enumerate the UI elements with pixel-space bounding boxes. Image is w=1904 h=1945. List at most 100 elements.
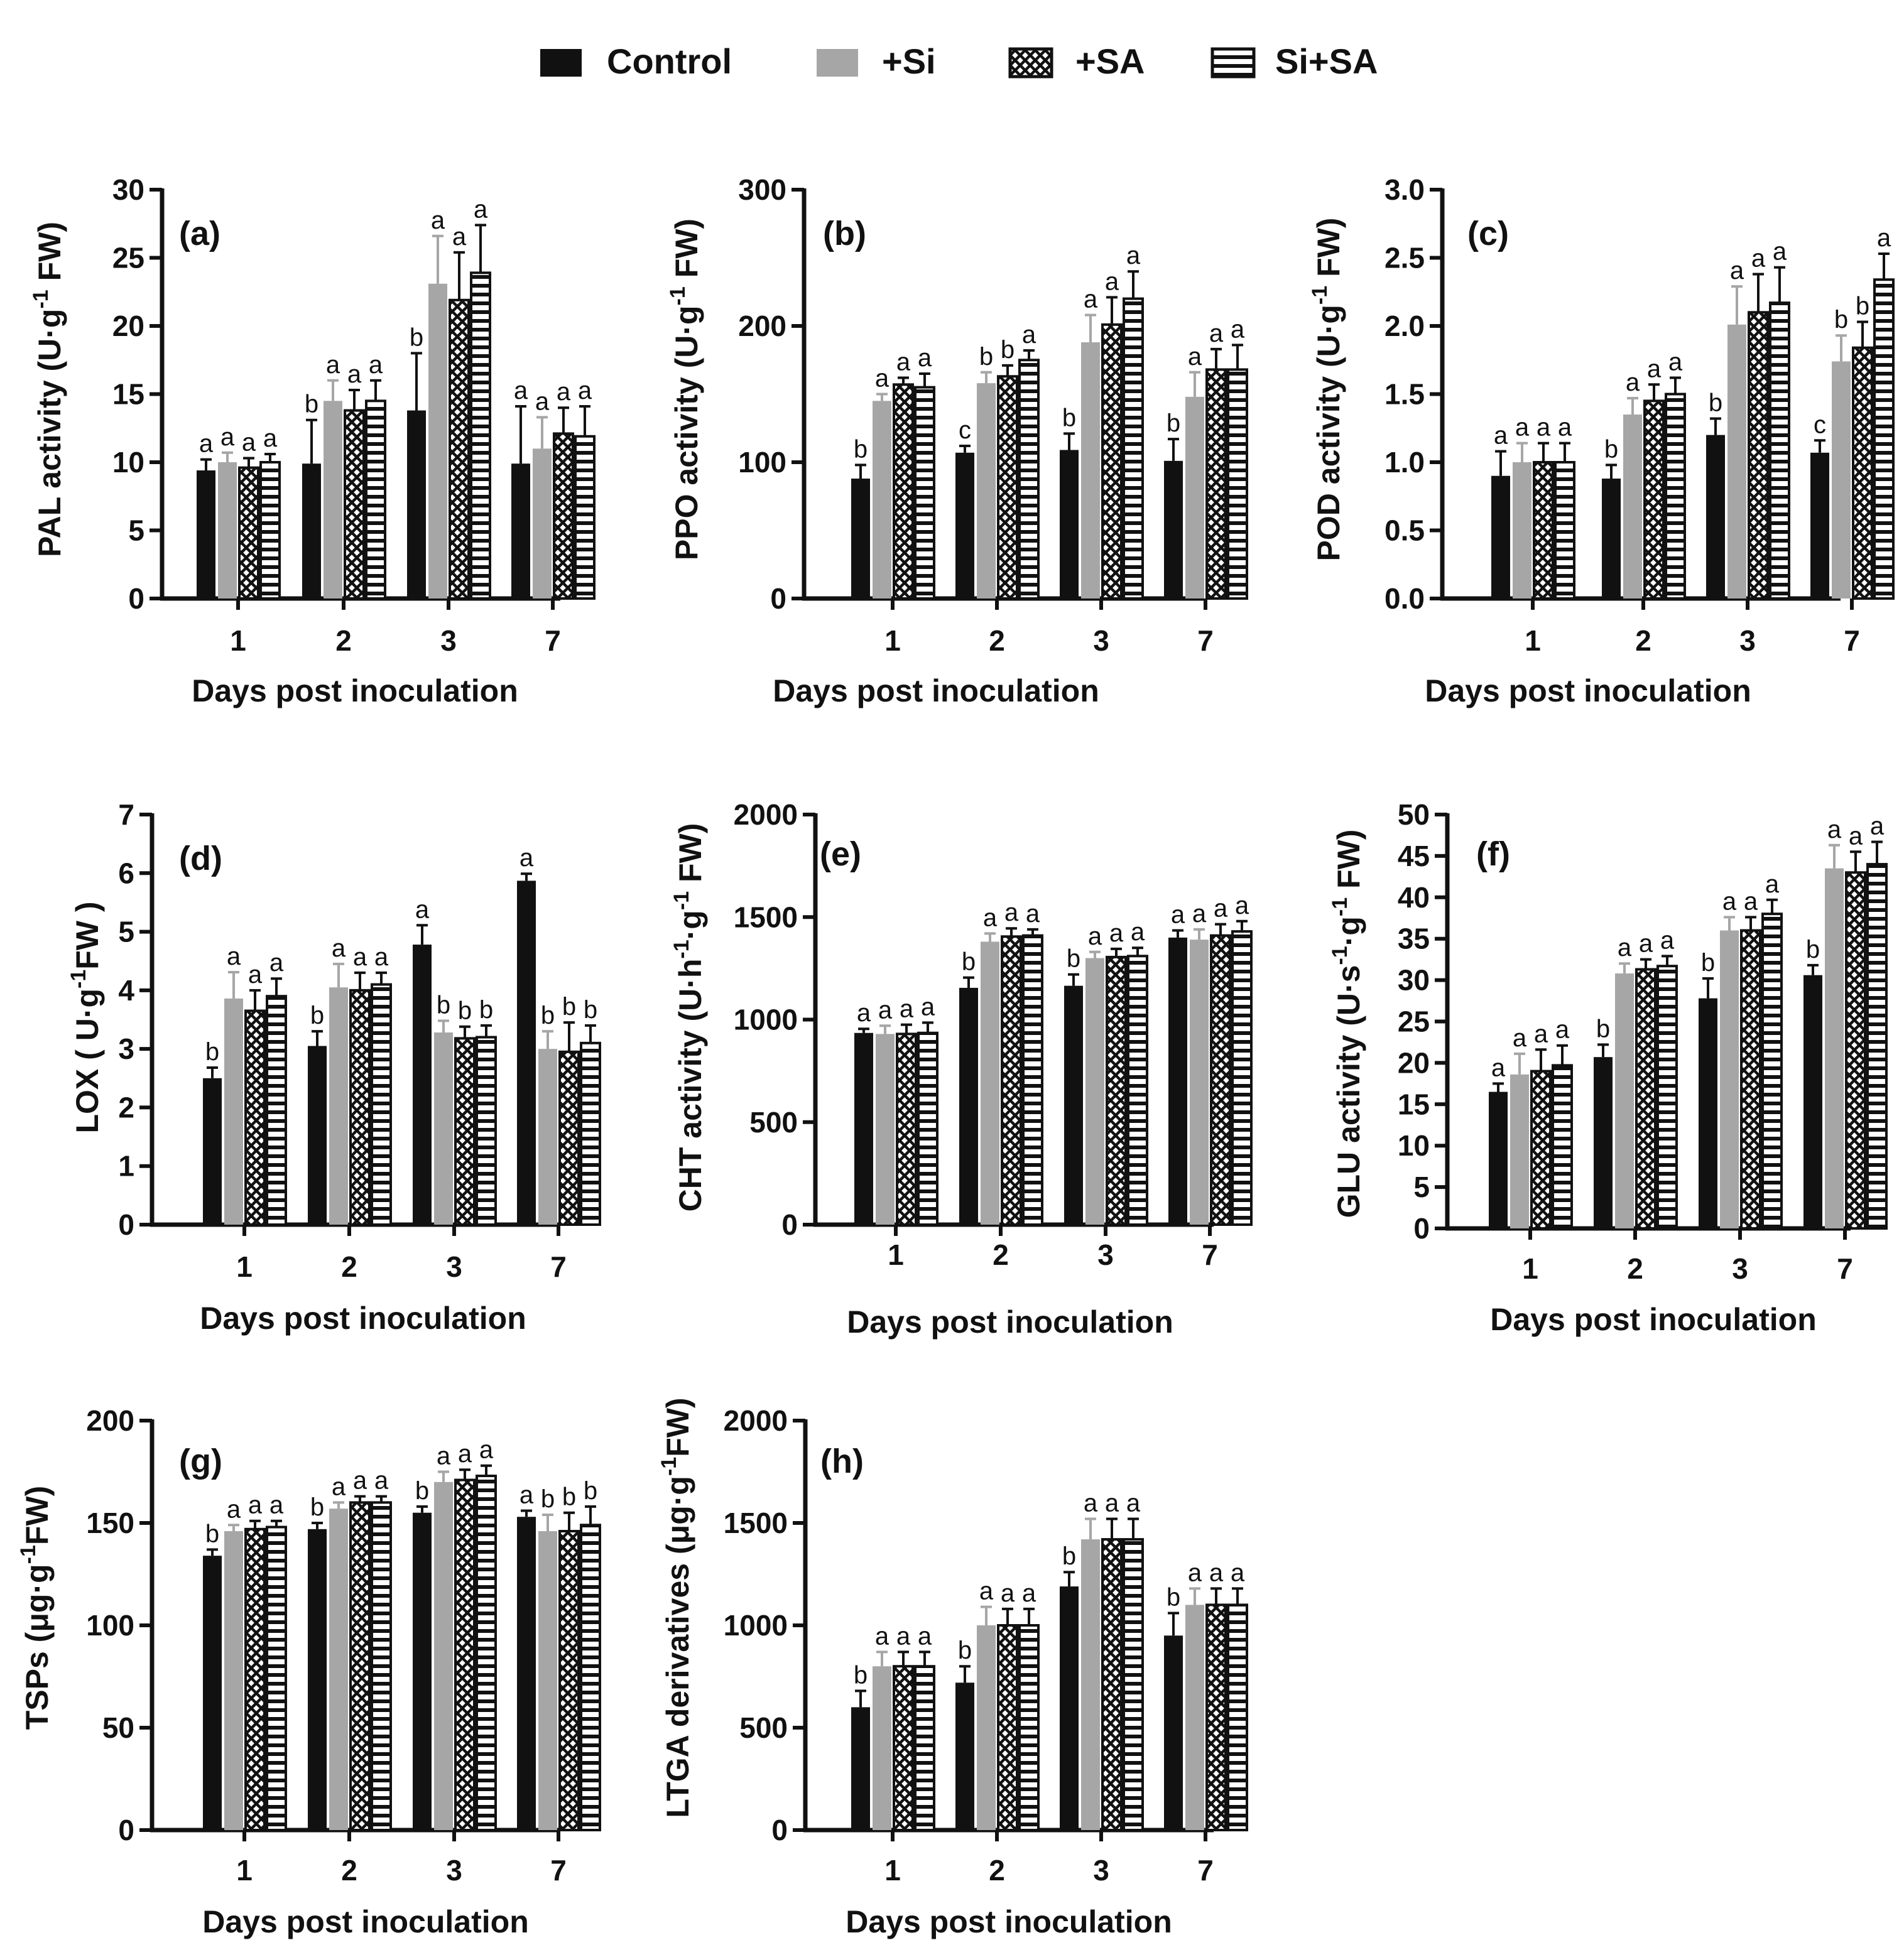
bar-si-day1	[218, 462, 237, 599]
bar-control-day1	[203, 1556, 222, 1830]
bar-sa-day7	[1210, 934, 1231, 1226]
significance-letter: b	[1001, 336, 1015, 364]
y-tick-label: 1500	[724, 1507, 788, 1539]
significance-letter: a	[1730, 257, 1744, 284]
significance-letter: a	[369, 351, 383, 379]
bar-si-day3	[1727, 324, 1746, 599]
x-tick-label: 7	[1197, 1854, 1214, 1887]
y-axis-title-main: PAL activity (U·g	[32, 309, 67, 557]
x-tick-label: 1	[884, 1854, 901, 1887]
bar-sa-day3	[1101, 323, 1123, 600]
bar-control-day7	[1164, 460, 1183, 599]
significance-letter: a	[474, 195, 488, 223]
significance-letter: a	[918, 344, 932, 372]
bar-control-day2	[308, 1046, 327, 1225]
y-axis-title-sup2: -1	[670, 891, 694, 910]
y-axis-title-tail: FW)	[19, 1486, 55, 1545]
significance-letter: a	[1558, 414, 1572, 442]
legend-label-1: Control	[607, 41, 732, 81]
significance-letter: a	[269, 949, 284, 977]
bar-sa-day1	[1533, 461, 1554, 600]
bar-sisa-day3	[470, 271, 491, 600]
x-tick-label: 2	[341, 1250, 357, 1283]
bar-sisa-day3	[1761, 913, 1783, 1230]
bar-sa-day2	[1001, 935, 1022, 1226]
y-axis-title-mid: ·g	[1331, 916, 1366, 946]
significance-letter: a	[557, 378, 571, 406]
x-tick-label: 1	[236, 1854, 253, 1887]
y-axis-title-main: GLU activity (U·s	[1331, 965, 1366, 1218]
y-axis-title: POD activity (U·g-1 FW)	[1308, 218, 1346, 561]
y-tick-label: 20	[112, 310, 144, 342]
significance-letter: a	[1827, 816, 1842, 843]
panel-label: (a)	[179, 215, 220, 252]
significance-letter: a	[1626, 369, 1640, 396]
y-tick-label: 10	[112, 446, 144, 479]
significance-letter: b	[584, 996, 597, 1024]
significance-letter: a	[437, 1443, 451, 1470]
bar-sa-day3	[1748, 311, 1769, 600]
bar-sisa-day1	[266, 995, 287, 1226]
bar-sisa-day2	[1656, 965, 1678, 1230]
y-axis-title-main: LTGA derivatives (μg·g	[660, 1476, 695, 1818]
significance-letter: a	[1105, 268, 1119, 295]
significance-letter: b	[305, 391, 318, 418]
y-tick-label: 2000	[734, 798, 798, 831]
significance-letter: a	[1022, 1579, 1036, 1607]
y-axis-title-tail: FW)	[1311, 218, 1346, 286]
x-tick-label: 1	[884, 624, 901, 657]
bar-sa-day1	[1530, 1070, 1552, 1230]
significance-letter: a	[1870, 812, 1885, 840]
bar-si-day3	[428, 283, 447, 599]
y-tick-label: 0	[781, 1208, 798, 1241]
y-axis-title-tail: FW)	[673, 823, 708, 891]
significance-letter: b	[541, 1485, 555, 1513]
x-tick-label: 7	[1837, 1252, 1853, 1285]
bar-sa-day1	[893, 1665, 914, 1831]
x-axis-title: Days post inoculation	[847, 1304, 1173, 1340]
bar-sa-day2	[344, 409, 365, 600]
x-tick-label: 3	[1093, 1854, 1109, 1887]
bar-sa-day3	[454, 1037, 476, 1226]
significance-letter: b	[310, 1002, 324, 1029]
bar-control-day1	[1491, 475, 1510, 599]
y-tick-label: 6	[118, 857, 134, 889]
x-tick-label: 1	[236, 1250, 253, 1283]
significance-letter: a	[353, 943, 367, 971]
x-tick-label: 7	[1197, 624, 1214, 657]
x-tick-label: 1	[1522, 1252, 1538, 1285]
significance-letter: b	[415, 1477, 429, 1505]
y-tick-label: 0.0	[1384, 582, 1425, 615]
bar-sa-day3	[449, 298, 470, 600]
bar-si-day7	[1190, 940, 1209, 1225]
legend: Control +Si +SA Si+SA	[540, 41, 1378, 81]
bar-sisa-day3	[1769, 301, 1790, 600]
bar-sisa-day3	[1123, 1538, 1144, 1832]
significance-letter: a	[1639, 930, 1653, 958]
panel-label: (e)	[820, 835, 861, 873]
x-tick-label: 3	[446, 1250, 462, 1283]
bar-sa-day3	[1101, 1538, 1123, 1832]
y-tick-label: 1500	[734, 901, 798, 933]
significance-letter: a	[415, 896, 430, 923]
bar-control-day3	[1060, 450, 1079, 599]
significance-letter: a	[1088, 923, 1102, 950]
significance-letter: a	[332, 935, 346, 962]
bar-sisa-day2	[1665, 393, 1686, 600]
x-tick-label: 3	[1093, 624, 1109, 657]
significance-letter: b	[979, 343, 993, 371]
x-tick-label: 2	[989, 1854, 1005, 1887]
bar-sa-day7	[1205, 368, 1227, 600]
y-tick-label: 50	[1398, 798, 1430, 831]
significance-letter: b	[1062, 404, 1076, 431]
significance-letter: b	[1596, 1015, 1610, 1043]
significance-letter: a	[1188, 343, 1202, 371]
y-tick-label: 0	[1413, 1212, 1430, 1245]
significance-letter: a	[269, 1492, 284, 1519]
bar-si-day1	[1510, 1074, 1529, 1228]
x-axis-title: Days post inoculation	[773, 673, 1099, 708]
bar-sisa-day1	[914, 386, 935, 600]
significance-letter: a	[458, 1440, 472, 1468]
